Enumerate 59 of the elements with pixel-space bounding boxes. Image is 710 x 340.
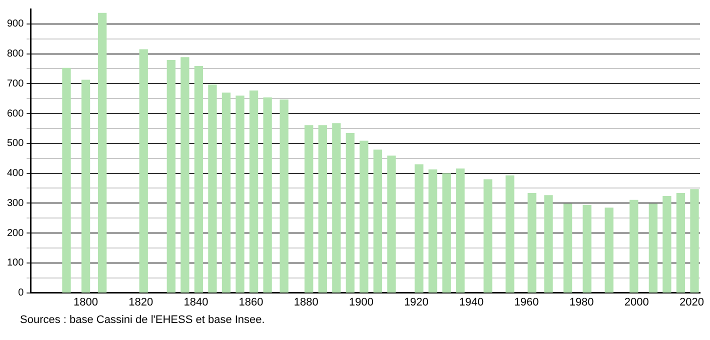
y-tick-label: 0: [18, 288, 24, 299]
y-tick-label: 800: [6, 48, 24, 60]
x-tick-label: 1860: [238, 296, 264, 308]
bar: [387, 156, 396, 293]
y-tick-label: 100: [6, 258, 24, 269]
bar: [346, 132, 355, 293]
bar: [263, 97, 272, 293]
bar: [236, 96, 244, 293]
bar: [81, 80, 90, 293]
bar: [208, 84, 217, 293]
bar: [456, 168, 465, 293]
y-tick-label: 700: [6, 78, 24, 90]
x-tick-label: 1840: [184, 296, 208, 308]
x-tick-label: 1980: [569, 296, 594, 308]
bar: [506, 175, 514, 293]
bar: [544, 195, 553, 293]
bar: [442, 173, 451, 293]
bar: [630, 200, 638, 293]
bar: [332, 123, 341, 293]
bar: [563, 204, 572, 293]
bar: [484, 179, 492, 293]
bar: [166, 60, 176, 293]
bar: [648, 204, 658, 293]
bar: [180, 57, 190, 293]
x-tick-label: 1880: [294, 296, 318, 308]
bar: [676, 192, 686, 293]
bar: [139, 49, 148, 293]
x-tick-label: 1920: [404, 296, 429, 308]
bar: [222, 92, 231, 293]
x-tick-label: 1900: [348, 296, 374, 308]
x-tick-label: 2000: [624, 296, 649, 308]
bar: [373, 150, 382, 293]
source-note: Sources : base Cassini de l'EHESS et base Insee.: [20, 314, 266, 326]
bar: [318, 125, 327, 293]
bar: [662, 196, 672, 293]
y-tick-label: 400: [6, 168, 24, 180]
y-tick-label: 600: [6, 108, 24, 120]
bar: [304, 125, 314, 293]
bar: [528, 192, 536, 293]
y-tick-label: 200: [6, 228, 24, 239]
bar: [604, 208, 614, 293]
bar: [194, 66, 204, 293]
bar: [249, 90, 258, 293]
x-tick-label: 1820: [128, 296, 154, 308]
bar: [428, 169, 438, 293]
x-tick-label: 2020: [679, 296, 704, 308]
bar: [690, 189, 699, 293]
y-tick-label: 900: [6, 18, 24, 30]
bar: [280, 99, 288, 293]
x-tick-label: 1960: [514, 296, 539, 308]
x-tick-label: 1940: [459, 296, 484, 308]
bar: [582, 204, 592, 293]
x-tick-label: 1800: [74, 296, 98, 308]
y-tick-label: 300: [6, 198, 24, 209]
bar: [62, 68, 71, 293]
y-tick-label: 500: [6, 138, 24, 150]
bar: [360, 140, 368, 293]
bar: [98, 12, 107, 293]
bar: [414, 164, 424, 293]
